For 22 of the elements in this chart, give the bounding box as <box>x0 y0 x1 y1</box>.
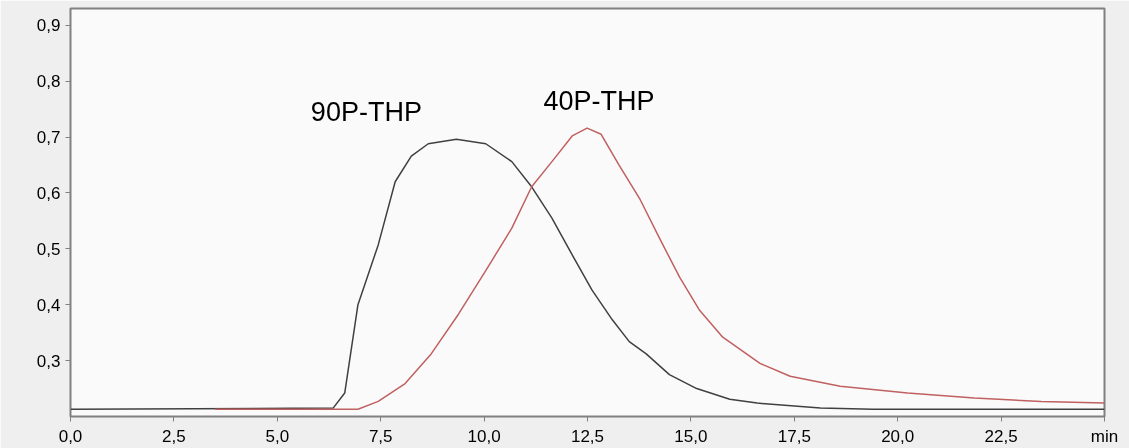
x-tick-label: 7,5 <box>368 426 393 446</box>
line-series <box>70 138 1105 410</box>
x-tick-label: min <box>1090 426 1119 446</box>
y-tick-label: 0,9 <box>36 16 61 36</box>
x-tick-label: 17,5 <box>777 426 811 446</box>
x-tick-label: 5,0 <box>265 426 290 446</box>
series-label: 90P-THP <box>310 97 422 128</box>
y-tick-label: 0,4 <box>36 295 61 315</box>
x-tick-label: 15,0 <box>674 426 708 446</box>
x-tick-label: 20,0 <box>881 426 915 446</box>
y-tick-label: 0,5 <box>36 239 61 259</box>
x-tick-label: 2,5 <box>162 426 186 446</box>
x-tick-label: 10,0 <box>467 426 501 446</box>
y-tick-label: 0,3 <box>36 351 61 371</box>
y-tick-label: 0,7 <box>36 128 61 148</box>
x-tick-label: 0,0 <box>58 426 83 446</box>
x-tick-label: 12,5 <box>570 426 605 446</box>
x-tick-label: 22,5 <box>984 426 1018 446</box>
y-tick-label: 0,6 <box>36 183 61 203</box>
line-series <box>214 127 1105 410</box>
series-label: 40P-THP <box>543 86 655 117</box>
y-tick-label: 0,8 <box>36 72 61 92</box>
